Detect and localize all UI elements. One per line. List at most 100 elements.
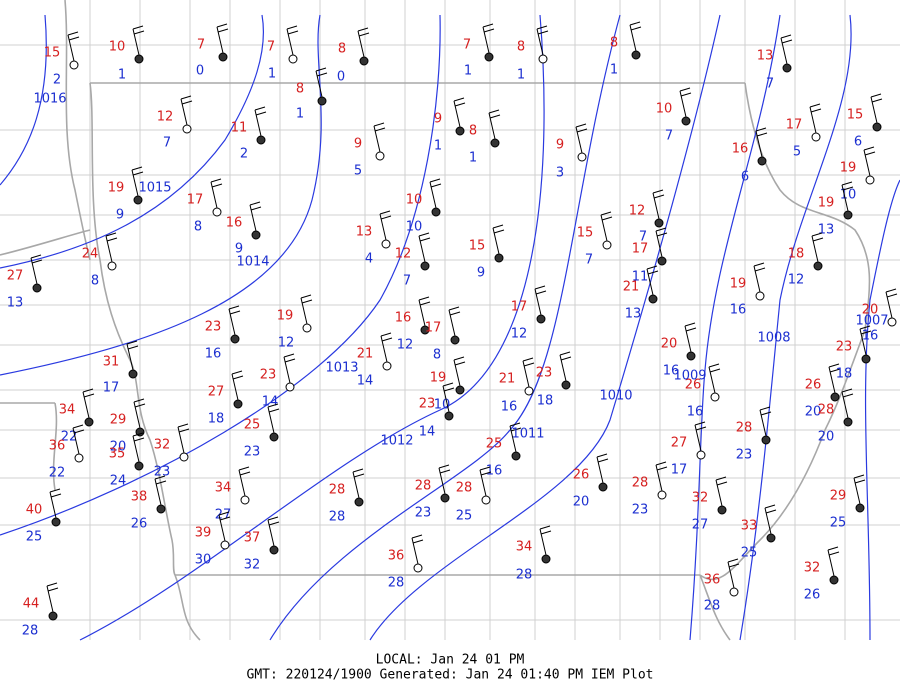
- station-circle: [657, 256, 667, 266]
- wind-barb: [231, 370, 243, 375]
- dewpoint: 20: [110, 440, 127, 455]
- station-circle: [48, 611, 58, 621]
- wind-barb: [438, 467, 446, 495]
- dewpoint: 16: [501, 400, 518, 415]
- wind-barb: [412, 539, 424, 544]
- wind-barb: [219, 516, 231, 521]
- wind-barb: [283, 356, 291, 384]
- wind-barb: [126, 340, 138, 345]
- wind-barb: [535, 290, 547, 295]
- wind-barb: [411, 537, 419, 565]
- dewpoint: 0: [196, 64, 204, 79]
- isobar-label: 1013: [325, 361, 358, 376]
- isobars: [0, 14, 900, 641]
- wind-barb: [488, 112, 496, 140]
- wind-barb: [453, 359, 461, 387]
- station-circle: [382, 361, 392, 371]
- station-circle: [84, 417, 94, 427]
- wind-barb: [358, 32, 370, 37]
- dewpoint: 25: [456, 509, 473, 524]
- temperature: 29: [830, 489, 847, 504]
- station-circle: [631, 50, 641, 60]
- temperature: 28: [415, 479, 432, 494]
- temperature: 12: [629, 204, 646, 219]
- wind-barb: [652, 189, 664, 194]
- dewpoint: 9: [477, 266, 485, 281]
- temperature: 34: [59, 403, 76, 418]
- wind-barb: [411, 534, 423, 539]
- station-circle: [240, 495, 250, 505]
- dewpoint: 25: [741, 546, 758, 561]
- wind-barb: [133, 401, 141, 429]
- wind-barb: [727, 561, 735, 589]
- station-circle: [413, 563, 423, 573]
- wind-barb: [597, 458, 609, 463]
- wind-barb: [177, 426, 185, 454]
- wind-barb: [863, 146, 875, 151]
- wind-barb: [655, 461, 667, 466]
- wind-barb: [132, 171, 144, 176]
- station-circle: [251, 230, 261, 240]
- station-circle: [729, 587, 739, 597]
- temperature: 7: [267, 40, 275, 55]
- wind-barb: [655, 464, 663, 492]
- dewpoint: 14: [262, 395, 279, 410]
- wind-barb: [67, 31, 79, 36]
- dewpoint: 28: [22, 624, 39, 639]
- temperature: 33: [741, 519, 758, 534]
- station-circle: [420, 325, 430, 335]
- wind-barb: [756, 132, 768, 137]
- temperature: 39: [195, 526, 212, 541]
- wind-barb: [523, 362, 535, 367]
- wind-barb: [181, 100, 193, 105]
- dewpoint: 11: [632, 270, 649, 285]
- temperature: 36: [388, 549, 405, 564]
- wind-barb: [716, 481, 728, 486]
- wind-barb: [479, 466, 491, 471]
- station-circle: [648, 294, 658, 304]
- station-circle: [450, 335, 460, 345]
- wind-barb: [647, 270, 659, 275]
- wind-barb: [754, 267, 766, 272]
- wind-barb: [211, 183, 223, 188]
- wind-barb: [885, 288, 897, 293]
- wind-barb: [286, 25, 298, 30]
- wind-barb: [429, 181, 437, 209]
- wind-barb: [629, 21, 641, 26]
- wind-barb: [250, 206, 262, 211]
- dewpoint: 2: [240, 147, 248, 162]
- wind-barb: [249, 201, 261, 206]
- station-circle: [681, 116, 691, 126]
- wind-barb: [479, 469, 487, 497]
- station-circle: [541, 554, 551, 564]
- dewpoint: 16: [205, 347, 222, 362]
- dewpoint: 1: [268, 67, 276, 82]
- temperature: 10: [656, 102, 673, 117]
- wind-barb: [534, 288, 542, 316]
- temperature: 16: [395, 311, 412, 326]
- wind-barb: [811, 232, 823, 237]
- temperature: 34: [516, 540, 533, 555]
- station-circle: [696, 450, 706, 460]
- wind-barb: [854, 479, 866, 484]
- wind-barb: [218, 514, 226, 542]
- wind-barb: [255, 111, 267, 116]
- wind-barb: [419, 237, 431, 242]
- wind-barb: [679, 90, 687, 118]
- dewpoint: 16: [687, 405, 704, 420]
- wind-barb: [133, 398, 145, 403]
- wind-barb: [534, 285, 546, 290]
- temperature: 28: [632, 476, 649, 491]
- wind-barb: [708, 363, 720, 368]
- isobar-label: 1014: [236, 255, 269, 270]
- wind-barb: [575, 123, 587, 128]
- station-circle: [813, 261, 823, 271]
- dewpoint: 22: [49, 466, 66, 481]
- temperature: 15: [44, 46, 61, 61]
- temperature: 21: [623, 280, 640, 295]
- wind-barb: [684, 322, 696, 327]
- station-circle: [865, 175, 875, 185]
- wind-barb: [560, 356, 572, 361]
- isobar-label: 1008: [757, 331, 790, 346]
- wind-barb: [46, 585, 54, 613]
